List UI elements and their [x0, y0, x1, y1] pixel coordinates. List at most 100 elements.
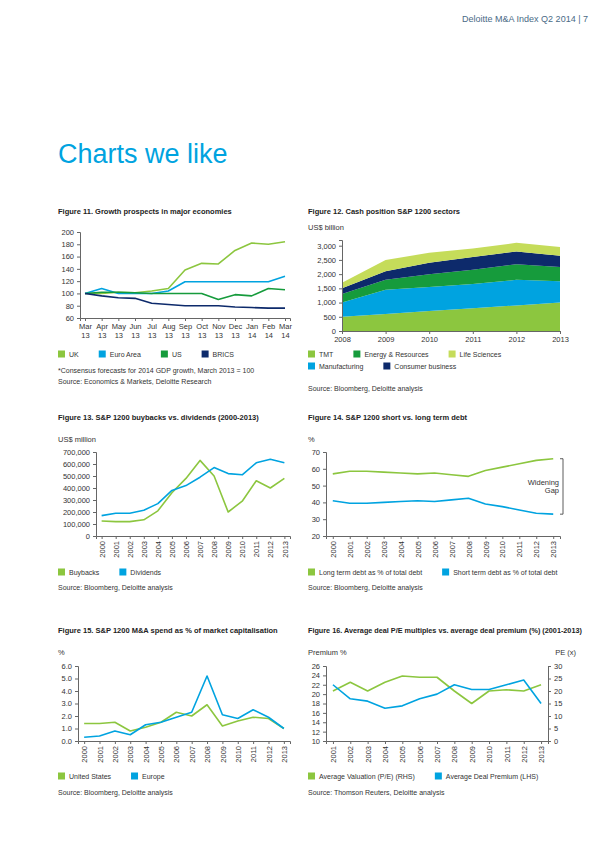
tick-label: 2013 — [537, 746, 546, 763]
tick-mark — [519, 536, 520, 539]
tick: 100 — [61, 289, 80, 298]
y-axis-title: Premium % — [308, 648, 347, 657]
tick: 60 — [66, 314, 80, 323]
tick: 500,000 — [63, 472, 96, 481]
tick-mark — [560, 331, 561, 334]
tick-mark — [93, 512, 96, 513]
tick: 2008 — [450, 741, 459, 763]
chart-title: Figure 14. S&P 1200 short vs. long term … — [308, 413, 468, 422]
y-axis-title: % — [58, 648, 65, 657]
tick-mark — [284, 741, 285, 744]
tick-label: May13 — [112, 322, 126, 339]
tick-mark — [468, 536, 469, 539]
tick-label: 200 — [61, 228, 74, 237]
tick: Jul13 — [147, 318, 157, 340]
tick-mark — [235, 318, 236, 321]
tick-mark — [75, 729, 78, 730]
tick: Dec13 — [229, 318, 243, 340]
legend-swatch — [383, 363, 390, 370]
tick-label-line: 13 — [81, 331, 89, 340]
tick-label: 2002 — [346, 746, 355, 763]
plot-area — [342, 243, 560, 331]
tick-mark — [323, 675, 326, 676]
tick: 700,000 — [63, 448, 96, 457]
tick: 2010 — [498, 536, 507, 558]
y2-axis-title: PE (x) — [555, 648, 576, 657]
plot-area — [102, 459, 285, 521]
tick-label: Jan14 — [246, 322, 258, 339]
tick-label: 2003 — [126, 746, 135, 763]
tick-label: 2006 — [172, 746, 181, 763]
tick-label: 10 — [554, 712, 562, 721]
tick-label-line: 13 — [231, 331, 239, 340]
tick-mark — [77, 306, 80, 307]
chart-title: Figure 15. S&P 1200 M&A spend as % of ma… — [58, 626, 278, 635]
axis-line — [323, 453, 327, 537]
tick-label: 5.0 — [62, 674, 72, 683]
plot-area — [84, 676, 284, 737]
annotation-bracket — [560, 459, 563, 514]
tick-label: 20 — [312, 690, 320, 699]
tick-mark — [84, 741, 85, 744]
tick-label: 50 — [312, 482, 320, 491]
tick: 2012 — [520, 741, 529, 763]
tick: 80 — [66, 302, 80, 311]
tick-mark — [451, 536, 452, 539]
line — [102, 459, 285, 515]
tick: 25 — [548, 674, 562, 683]
tick-label: 25 — [554, 674, 562, 683]
tick-label: 2004 — [154, 541, 163, 558]
tick: 2013 — [552, 331, 569, 344]
line — [85, 293, 285, 308]
tick-label: 2003 — [380, 541, 389, 558]
tick: 2011 — [465, 331, 481, 344]
tick-label: 2008 — [465, 541, 474, 558]
tick-mark — [323, 452, 326, 453]
tick: 2009 — [468, 741, 477, 763]
tick-label: 600,000 — [63, 460, 90, 469]
tick-label: 500,000 — [63, 472, 90, 481]
tick: 2003 — [140, 536, 149, 558]
tick-label: 2005 — [414, 541, 423, 558]
axis-line — [81, 319, 291, 322]
tick-label: 3.0 — [62, 699, 72, 708]
tick: Feb14 — [262, 318, 275, 340]
tick-label: 30 — [312, 515, 320, 524]
tick-mark — [323, 502, 326, 503]
tick: 2013 — [281, 536, 290, 558]
tick: 2.0 — [62, 712, 78, 721]
line — [85, 242, 285, 294]
tick-mark — [176, 741, 177, 744]
tick-label: 2003 — [364, 746, 373, 763]
tick: 2001 — [329, 741, 338, 763]
tick-mark — [367, 536, 368, 539]
chart: Figure 11. Growth prospects in major eco… — [58, 207, 292, 385]
tick: 2002 — [346, 741, 355, 763]
legend-swatch — [119, 569, 126, 576]
tick-mark — [202, 318, 203, 321]
tick-mark — [548, 666, 551, 667]
tick-label: 0.0 — [62, 737, 72, 746]
tick: 6.0 — [62, 662, 78, 671]
tick-label: 120 — [61, 277, 74, 286]
tick-mark — [323, 732, 326, 733]
axis-line — [327, 537, 561, 540]
tick-mark — [93, 476, 96, 477]
tick-mark — [77, 318, 80, 319]
tick-label: 60 — [312, 465, 320, 474]
legend-label: TMT — [319, 351, 334, 358]
tick-mark — [472, 741, 473, 744]
tick: 12 — [312, 728, 326, 737]
tick-label: 2001 — [96, 746, 105, 763]
legend-label: Dividends — [130, 569, 161, 576]
tick: May13 — [112, 318, 126, 340]
legend-item: Short term debt as % of total debt — [442, 569, 557, 577]
tick-mark — [256, 536, 257, 539]
tick-mark — [323, 704, 326, 705]
tick-mark — [342, 331, 343, 334]
chart: Figure 12. Cash position S&P 1200 sector… — [308, 207, 569, 393]
tick-label: 30 — [554, 662, 562, 671]
tick: 2004 — [397, 536, 406, 558]
tick-label: 2013 — [549, 541, 558, 558]
tick-mark — [207, 741, 208, 744]
